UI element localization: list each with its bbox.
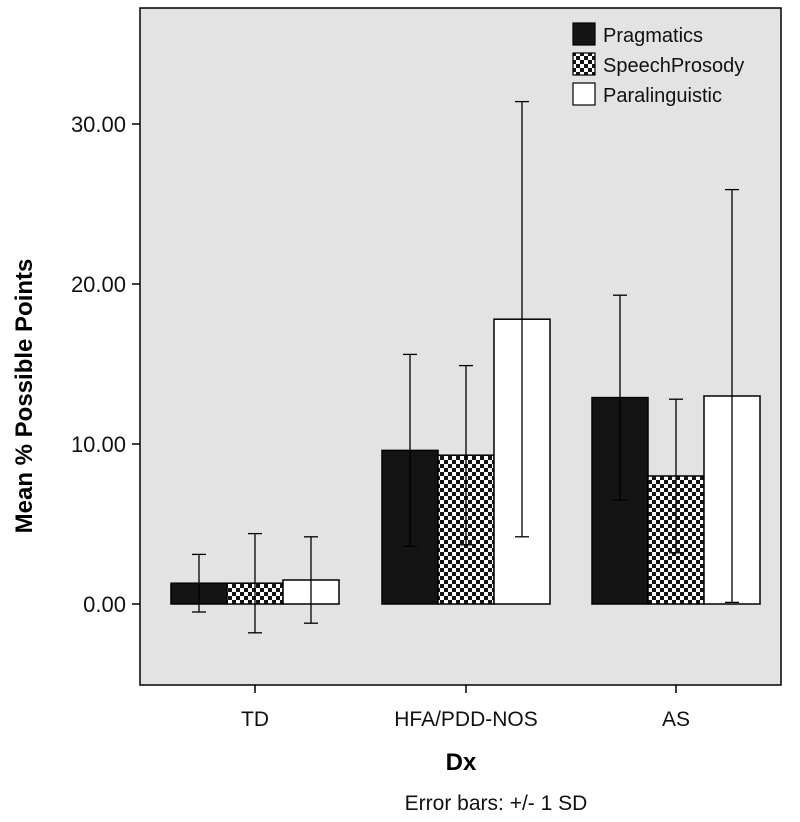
legend-swatch-paralinguistic — [572, 82, 596, 106]
error-bar-paralinguistic-2 — [725, 188, 739, 604]
error-bar-paralinguistic-0 — [304, 536, 318, 624]
error-bar-pragmatics-0 — [192, 553, 206, 613]
x-axis-title: Dx — [446, 749, 477, 776]
bars-layer — [170, 100, 761, 634]
x-tick-label-1: HFA/PDD-NOS — [394, 708, 538, 731]
error-bar-speechprosody-1 — [459, 364, 473, 546]
error-bars-note: Error bars: +/- 1 SD — [405, 792, 588, 815]
legend-swatch-speechprosody — [572, 52, 596, 76]
y-axis-title: Mean % Possible Points — [11, 259, 38, 534]
error-bar-pragmatics-2 — [613, 294, 627, 501]
error-bar-pragmatics-1 — [403, 353, 417, 548]
y-tick-label-1: 10.00 — [71, 432, 126, 457]
legend: Pragmatics SpeechProsody Paralinguistic — [572, 22, 744, 107]
legend-label-speechprosody: SpeechProsody — [603, 55, 744, 77]
x-tick-label-2: AS — [662, 708, 690, 731]
y-tick-label-0: 0.00 — [83, 592, 126, 617]
legend-label-pragmatics: Pragmatics — [603, 25, 703, 47]
error-bar-paralinguistic-1 — [515, 100, 529, 538]
x-axis: TD HFA/PDD-NOS AS — [241, 685, 690, 731]
y-tick-label-2: 20.00 — [71, 272, 126, 297]
y-tick-label-3: 30.00 — [71, 112, 126, 137]
legend-swatch-pragmatics — [572, 22, 596, 46]
y-axis: 0.00 10.00 20.00 30.00 — [71, 112, 140, 617]
x-tick-label-0: TD — [241, 708, 269, 731]
error-bar-speechprosody-2 — [669, 398, 683, 554]
error-bar-speechprosody-0 — [248, 532, 262, 634]
legend-label-paralinguistic: Paralinguistic — [603, 85, 722, 107]
